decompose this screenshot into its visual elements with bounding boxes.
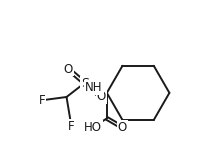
Text: NH: NH: [85, 81, 103, 94]
Text: F: F: [39, 94, 45, 107]
Text: O: O: [118, 121, 127, 134]
Text: O: O: [97, 90, 106, 103]
Text: F: F: [68, 120, 75, 133]
Text: S: S: [81, 77, 89, 89]
Text: O: O: [64, 63, 73, 76]
Text: HO: HO: [84, 121, 102, 134]
